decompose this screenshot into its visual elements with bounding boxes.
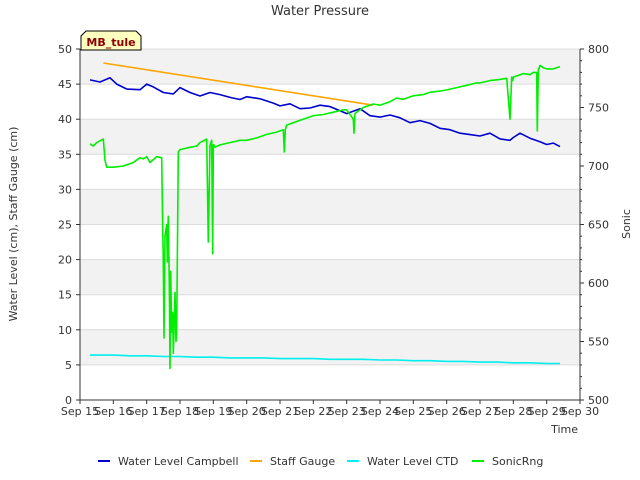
y2-axis-label: Sonic: [620, 209, 633, 239]
x-tick-label: Sep 21: [261, 405, 299, 418]
plot-band: [80, 119, 580, 155]
y-axis-label: Water Level (cm), Staff Gauge (cm): [7, 127, 20, 322]
legend-item-staff-gauge: Staff Gauge: [250, 455, 335, 468]
legend-label: SonicRng: [492, 455, 543, 468]
y-tick-label: 0: [65, 394, 72, 407]
legend-item-sonicrng: SonicRng: [472, 455, 543, 468]
y-tick-label: 35: [58, 148, 72, 161]
plot-band: [80, 259, 580, 295]
series-line-water-level-campbell: [89, 77, 561, 148]
x-tick-label: Sep 17: [128, 405, 166, 418]
x-tick-label: Sep 15: [61, 405, 99, 418]
y2-tick-label: 600: [588, 277, 609, 290]
x-tick-label: Sep 24: [361, 405, 399, 418]
x-tick-label: Sep 25: [394, 405, 432, 418]
y-tick-label: 40: [58, 113, 72, 126]
legend-item-water-level-ctd: Water Level CTD: [347, 455, 458, 468]
y2-tick-label: 700: [588, 160, 609, 173]
x-tick-label: Sep 29: [528, 405, 566, 418]
site-label-background: [80, 30, 142, 51]
x-tick-label: Sep 19: [194, 405, 232, 418]
x-tick-label: Sep 26: [428, 405, 466, 418]
series-line-sonicrng: [89, 64, 561, 370]
y-tick-label: 30: [58, 183, 72, 196]
x-tick-label: Sep 22: [294, 405, 332, 418]
y-tick-label: 10: [58, 324, 72, 337]
plot-band: [80, 189, 580, 225]
plot-band: [80, 49, 580, 85]
legend-label: Staff Gauge: [270, 455, 335, 468]
x-tick-label: Sep 23: [328, 405, 366, 418]
x-tick-label: Sep 28: [494, 405, 532, 418]
x-tick-label: Sep 27: [461, 405, 499, 418]
y-tick-label: 20: [58, 254, 72, 267]
y2-tick-label: 550: [588, 336, 609, 349]
series-line-staff-gauge: [103, 62, 374, 106]
site-label-box: MB_tule: [80, 30, 142, 51]
legend: Water Level Campbell Staff Gauge Water Lev…: [98, 455, 543, 468]
site-label: MB_tule: [86, 36, 135, 49]
y-tick-label: 50: [58, 43, 72, 56]
x-tick-label: Sep 20: [228, 405, 266, 418]
y-tick-label: 45: [58, 78, 72, 91]
y-tick-label: 5: [65, 359, 72, 372]
legend-label: Water Level CTD: [367, 455, 458, 468]
y-tick-label: 15: [58, 289, 72, 302]
chart-title: Water Pressure: [271, 4, 369, 19]
y2-tick-label: 800: [588, 43, 609, 56]
series-line-water-level-ctd: [90, 354, 560, 365]
data-series: [89, 62, 561, 370]
y2-tick-label: 650: [588, 219, 609, 232]
x-axis-label: Time: [550, 423, 578, 436]
plot-bands: [80, 49, 580, 365]
y2-tick-label: 500: [588, 394, 609, 407]
y2-tick-label: 750: [588, 102, 609, 115]
x-tick-label: Sep 16: [94, 405, 132, 418]
x-tick-label: Sep 30: [561, 405, 599, 418]
legend-label: Water Level Campbell: [118, 455, 239, 468]
legend-item-water-level-campbell: Water Level Campbell: [98, 455, 239, 468]
y-tick-label: 25: [58, 219, 72, 232]
x-tick-label: Sep 18: [161, 405, 199, 418]
axes: 0 5 10 15 20 25 30 35 40 45 50 500 550 600 650 700 750 80…: [58, 43, 609, 418]
